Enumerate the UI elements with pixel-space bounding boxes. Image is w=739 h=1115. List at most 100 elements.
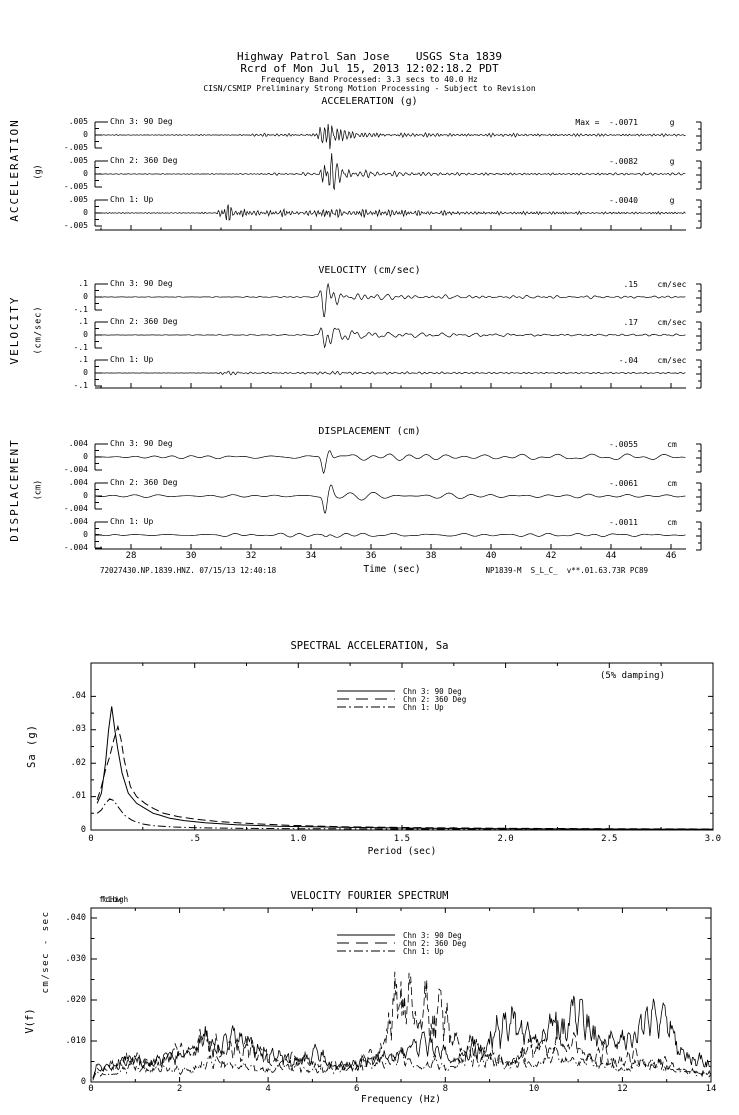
ytick-top-label: .1 — [78, 317, 88, 326]
ytick-bottom-label: -.1 — [73, 381, 88, 390]
ytick-zero-label: 0 — [83, 208, 88, 217]
trace-row-velocity-1 — [94, 359, 702, 389]
fourier-ytick-label: .020 — [65, 994, 86, 1005]
trace-row-velocity-3 — [94, 282, 702, 318]
ytick-top-label: .004 — [68, 517, 88, 526]
time-tick-label: 38 — [425, 551, 437, 561]
peak-unit-label: cm — [667, 518, 677, 527]
channel-label: Chn 1: Up — [110, 517, 154, 526]
ytick-bottom-label: -.004 — [63, 504, 88, 513]
fourier-xtick-label: 2 — [176, 1084, 183, 1094]
sa-ytick-label: .03 — [70, 724, 86, 735]
channel-label: Chn 1: Up — [110, 355, 154, 364]
fourier-xtick-label: 0 — [88, 1084, 94, 1094]
acceleration-axis-label: ACCELERATION — [7, 118, 21, 222]
solid-line-sample-icon — [337, 690, 395, 692]
ytick-zero-label: 0 — [83, 169, 88, 178]
frequency-band-note: Frequency Band Processed: 3.3 secs to 40… — [261, 75, 478, 84]
trace-row-displacement-3 — [94, 443, 702, 475]
ytick-zero-label: 0 — [83, 292, 88, 301]
fourier-ytick-label: .040 — [65, 912, 86, 923]
station-title: Highway Patrol San Jose USGS Sta 1839 — [237, 50, 502, 63]
fourier-xtick-label: 4 — [265, 1084, 271, 1094]
fourier-plot-canvas — [90, 907, 712, 1083]
peak-unit-label: cm — [667, 440, 677, 449]
sa-ytick-label: .04 — [70, 690, 86, 701]
peak-unit-label: cm/sec — [657, 318, 687, 327]
sa-xtick-label: 3.0 — [704, 834, 722, 844]
section-time-axis-acceleration — [95, 225, 686, 231]
fourier-legend-label-chn1: Chn 1: Up — [403, 947, 444, 956]
displacement-axis-label: DISPLACEMENT — [7, 438, 21, 542]
fourier-xtick-label: 6 — [353, 1084, 360, 1094]
time-tick-label: 32 — [245, 551, 257, 561]
ytick-top-label: .1 — [78, 279, 88, 288]
sa-legend-label-chn3: Chn 3: 90 Deg — [403, 687, 462, 696]
trace-row-velocity-2 — [94, 321, 702, 351]
peak-value-label: .15 — [623, 280, 638, 289]
sa-xtick-label: 1.5 — [393, 834, 411, 844]
ytick-bottom-label: -.004 — [63, 543, 88, 552]
trace-row-displacement-1 — [94, 521, 702, 551]
time-tick-label: 36 — [365, 551, 377, 561]
fourier-ylabel: V(f) — [24, 1008, 37, 1034]
fourier-xtick-label: 10 — [528, 1084, 540, 1094]
fourier-xtick-label: 14 — [705, 1084, 717, 1094]
ytick-zero-label: 0 — [83, 530, 88, 539]
channel-label: Chn 3: 90 Deg — [110, 279, 173, 288]
ytick-top-label: .004 — [68, 439, 88, 448]
channel-label: Chn 2: 360 Deg — [110, 478, 178, 487]
ytick-top-label: .005 — [68, 195, 88, 204]
sa-xtick-label: 0 — [88, 834, 94, 844]
fourier-ytick-label: .010 — [65, 1035, 86, 1046]
time-tick-label: 30 — [185, 551, 197, 561]
sa-ytick-label: .01 — [70, 791, 86, 802]
fourier-ytick-label: .030 — [65, 953, 86, 964]
time-tick-label: 46 — [665, 551, 677, 561]
section-time-axis-velocity — [95, 383, 686, 389]
ytick-top-label: .1 — [78, 355, 88, 364]
ytick-top-label: .004 — [68, 478, 88, 487]
fc-high-flag: fcHigh — [101, 895, 129, 904]
channel-label: Chn 1: Up — [110, 195, 154, 204]
ytick-zero-label: 0 — [83, 330, 88, 339]
peak-value-label: -.04 — [618, 356, 638, 365]
channel-label: Chn 3: 90 Deg — [110, 117, 173, 126]
ytick-zero-label: 0 — [83, 368, 88, 377]
peak-unit-label: g — [669, 157, 675, 166]
sa-ytick-label: 0 — [80, 824, 86, 835]
acceleration-section-title: ACCELERATION (g) — [321, 96, 418, 107]
peak-value-label: -.0011 — [609, 518, 638, 527]
peak-unit-label: g — [669, 196, 675, 205]
peak-value-label: -.0055 — [609, 440, 638, 449]
time-axis-label: Time (sec) — [363, 564, 421, 575]
ytick-zero-label: 0 — [83, 491, 88, 500]
sa-plot-title: SPECTRAL ACCELERATION, Sa — [290, 640, 449, 652]
ytick-bottom-label: -.005 — [63, 221, 88, 230]
time-tick-label: 28 — [125, 551, 137, 561]
section-time-axis-displacement — [95, 544, 686, 550]
fourier-ytick-label: 0 — [80, 1076, 86, 1087]
peak-value-label: Max = -.0071 — [575, 118, 638, 127]
ytick-top-label: .005 — [68, 117, 88, 126]
record-id-footer: 72027430.NP.1839.HNZ. 07/15/13 12:40:18 — [100, 566, 277, 575]
ytick-zero-label: 0 — [83, 452, 88, 461]
trace-row-displacement-2 — [94, 482, 702, 514]
dashed-line-sample-icon — [337, 698, 395, 700]
sa-xtick-label: 1.0 — [290, 834, 307, 844]
peak-value-label: .17 — [623, 318, 638, 327]
ytick-zero-label: 0 — [83, 130, 88, 139]
trace-row-acceleration-2 — [94, 153, 702, 191]
time-tick-label: 34 — [305, 551, 317, 561]
fourier-xtick-label: 8 — [442, 1084, 448, 1094]
sa-legend-label-chn1: Chn 1: Up — [403, 703, 444, 712]
fourier-ylabel-unit: cm/sec - sec — [41, 910, 52, 994]
fourier-legend-label-chn2: Chn 2: 360 Deg — [403, 939, 467, 948]
sa-legend-label-chn2: Chn 2: 360 Deg — [403, 695, 467, 704]
solid-line-sample-icon — [337, 934, 395, 936]
dashed-line-sample-icon — [337, 942, 395, 944]
time-tick-label: 40 — [485, 551, 497, 561]
fc-low-flag: fcLow — [99, 895, 122, 904]
time-tick-label: 42 — [545, 551, 557, 561]
